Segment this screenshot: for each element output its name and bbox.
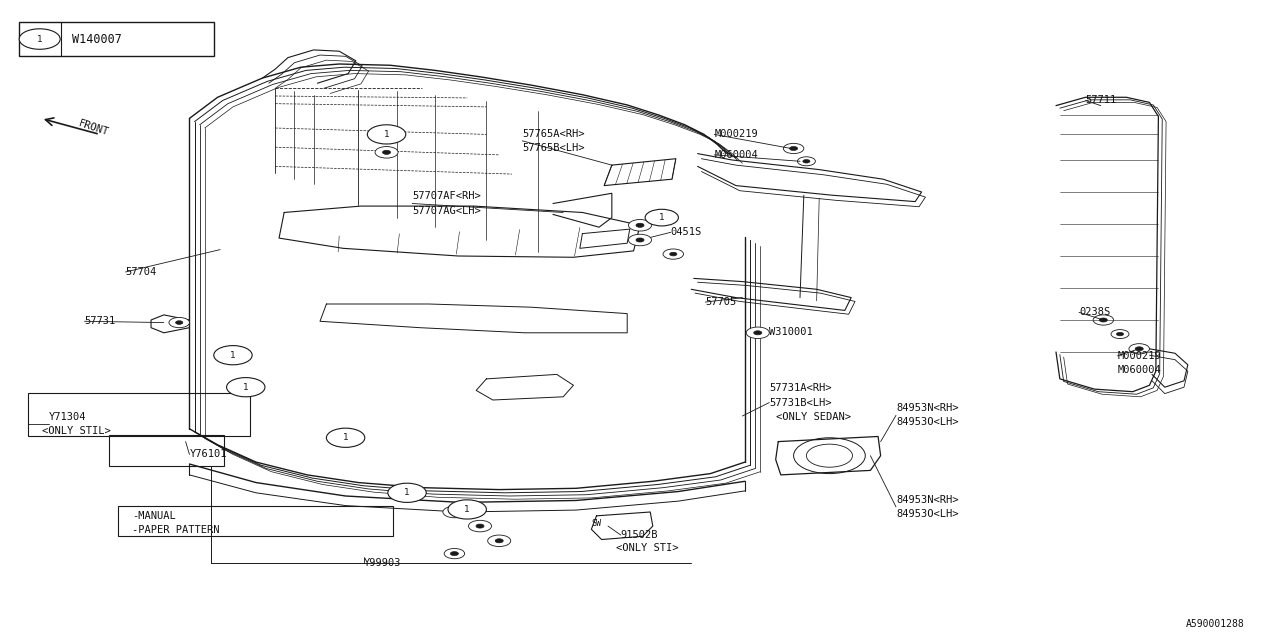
Circle shape xyxy=(746,327,769,339)
Text: M060004: M060004 xyxy=(714,150,758,160)
Text: 84953O<LH>: 84953O<LH> xyxy=(896,417,959,428)
Text: 57707AG<LH>: 57707AG<LH> xyxy=(412,205,481,216)
Text: Y76101: Y76101 xyxy=(189,449,227,460)
Text: 57765A<RH>: 57765A<RH> xyxy=(522,129,585,139)
Text: 1: 1 xyxy=(243,383,248,392)
Text: W140007: W140007 xyxy=(72,33,122,45)
Circle shape xyxy=(1135,347,1143,351)
Circle shape xyxy=(451,552,458,556)
Text: SW: SW xyxy=(591,519,602,528)
Text: -PAPER PATTERN: -PAPER PATTERN xyxy=(132,525,219,535)
Text: 0451S: 0451S xyxy=(671,227,701,237)
Circle shape xyxy=(754,331,762,335)
Circle shape xyxy=(468,520,492,532)
Text: 1: 1 xyxy=(404,488,410,497)
Circle shape xyxy=(451,510,458,514)
Circle shape xyxy=(636,223,644,227)
Text: Y71304: Y71304 xyxy=(49,412,86,422)
Circle shape xyxy=(214,346,252,365)
Text: M000219: M000219 xyxy=(714,129,758,140)
Circle shape xyxy=(488,535,511,547)
Text: M060004: M060004 xyxy=(1117,365,1161,375)
Text: 57731A<RH>: 57731A<RH> xyxy=(769,383,832,394)
Circle shape xyxy=(1116,332,1124,336)
Circle shape xyxy=(1100,318,1107,322)
Text: Y99903: Y99903 xyxy=(364,558,401,568)
Text: M000219: M000219 xyxy=(1117,351,1161,361)
Circle shape xyxy=(448,500,486,519)
Circle shape xyxy=(628,234,652,246)
Text: 57731B<LH>: 57731B<LH> xyxy=(769,397,832,408)
Circle shape xyxy=(326,428,365,447)
Text: 57707AF<RH>: 57707AF<RH> xyxy=(412,191,481,202)
Text: <ONLY STI>: <ONLY STI> xyxy=(616,543,678,554)
Text: 57711: 57711 xyxy=(1085,95,1116,106)
Circle shape xyxy=(383,150,390,154)
Text: 1: 1 xyxy=(230,351,236,360)
Circle shape xyxy=(375,147,398,158)
Circle shape xyxy=(175,321,183,324)
Text: <ONLY STIL>: <ONLY STIL> xyxy=(42,426,111,436)
Circle shape xyxy=(367,125,406,144)
Circle shape xyxy=(169,317,189,328)
Text: 84953O<LH>: 84953O<LH> xyxy=(896,509,959,519)
Text: 57705: 57705 xyxy=(705,297,736,307)
Text: 1: 1 xyxy=(384,130,389,139)
Text: 1: 1 xyxy=(343,433,348,442)
Circle shape xyxy=(227,378,265,397)
Text: 84953N<RH>: 84953N<RH> xyxy=(896,403,959,413)
Circle shape xyxy=(803,159,810,163)
Circle shape xyxy=(669,252,677,256)
Bar xyxy=(109,435,224,466)
Text: W310001: W310001 xyxy=(769,327,813,337)
Text: FRONT: FRONT xyxy=(77,118,110,138)
Text: 84953N<RH>: 84953N<RH> xyxy=(896,495,959,505)
Circle shape xyxy=(443,506,466,518)
Circle shape xyxy=(636,238,644,242)
Circle shape xyxy=(388,483,426,502)
Bar xyxy=(118,506,393,536)
Bar xyxy=(19,22,214,56)
Text: 1: 1 xyxy=(659,213,664,222)
Circle shape xyxy=(663,249,684,259)
Circle shape xyxy=(645,209,678,226)
Text: 1: 1 xyxy=(37,35,42,44)
Text: <ONLY SEDAN>: <ONLY SEDAN> xyxy=(776,412,851,422)
Text: 57731: 57731 xyxy=(84,316,115,326)
Text: 57704: 57704 xyxy=(125,267,156,277)
Bar xyxy=(28,393,250,436)
Circle shape xyxy=(476,524,484,528)
Circle shape xyxy=(495,539,503,543)
Circle shape xyxy=(19,29,60,49)
Circle shape xyxy=(790,147,797,150)
Text: A590001288: A590001288 xyxy=(1185,619,1244,629)
Circle shape xyxy=(628,220,652,231)
Text: 0238S: 0238S xyxy=(1079,307,1110,317)
Text: 1: 1 xyxy=(465,505,470,514)
Text: 57765B<LH>: 57765B<LH> xyxy=(522,143,585,153)
Text: 91502B: 91502B xyxy=(621,530,658,540)
Text: -MANUAL: -MANUAL xyxy=(132,511,175,522)
